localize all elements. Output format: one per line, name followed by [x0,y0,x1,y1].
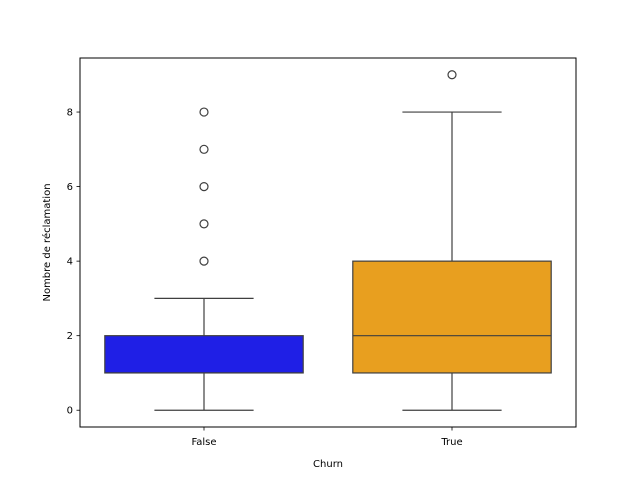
y-axis: 0 2 4 6 8 [67,108,80,417]
y-axis-label: Nombre de réclamation [41,183,53,301]
outlier-point [199,256,209,266]
outlier-point [199,107,209,117]
outlier-point [447,70,457,80]
y-tick-label: 2 [67,331,73,342]
iqr-box [352,260,552,374]
plot-frame [79,57,577,428]
box-group-true [352,70,552,411]
x-axis-label: Churn [313,459,343,470]
plot-content [104,70,552,411]
y-tick-label: 8 [67,108,73,119]
x-axis: False True [191,427,463,448]
outlier-point [199,144,209,154]
iqr-box [104,335,304,374]
y-tick-label: 0 [67,406,73,417]
box-group-false [104,107,304,411]
x-tick-label: True [440,437,462,448]
outlier-point [199,181,209,192]
x-tick-label: False [191,437,216,448]
y-tick-label: 6 [67,182,73,193]
y-tick-label: 4 [67,257,73,268]
outlier-point [199,219,209,229]
